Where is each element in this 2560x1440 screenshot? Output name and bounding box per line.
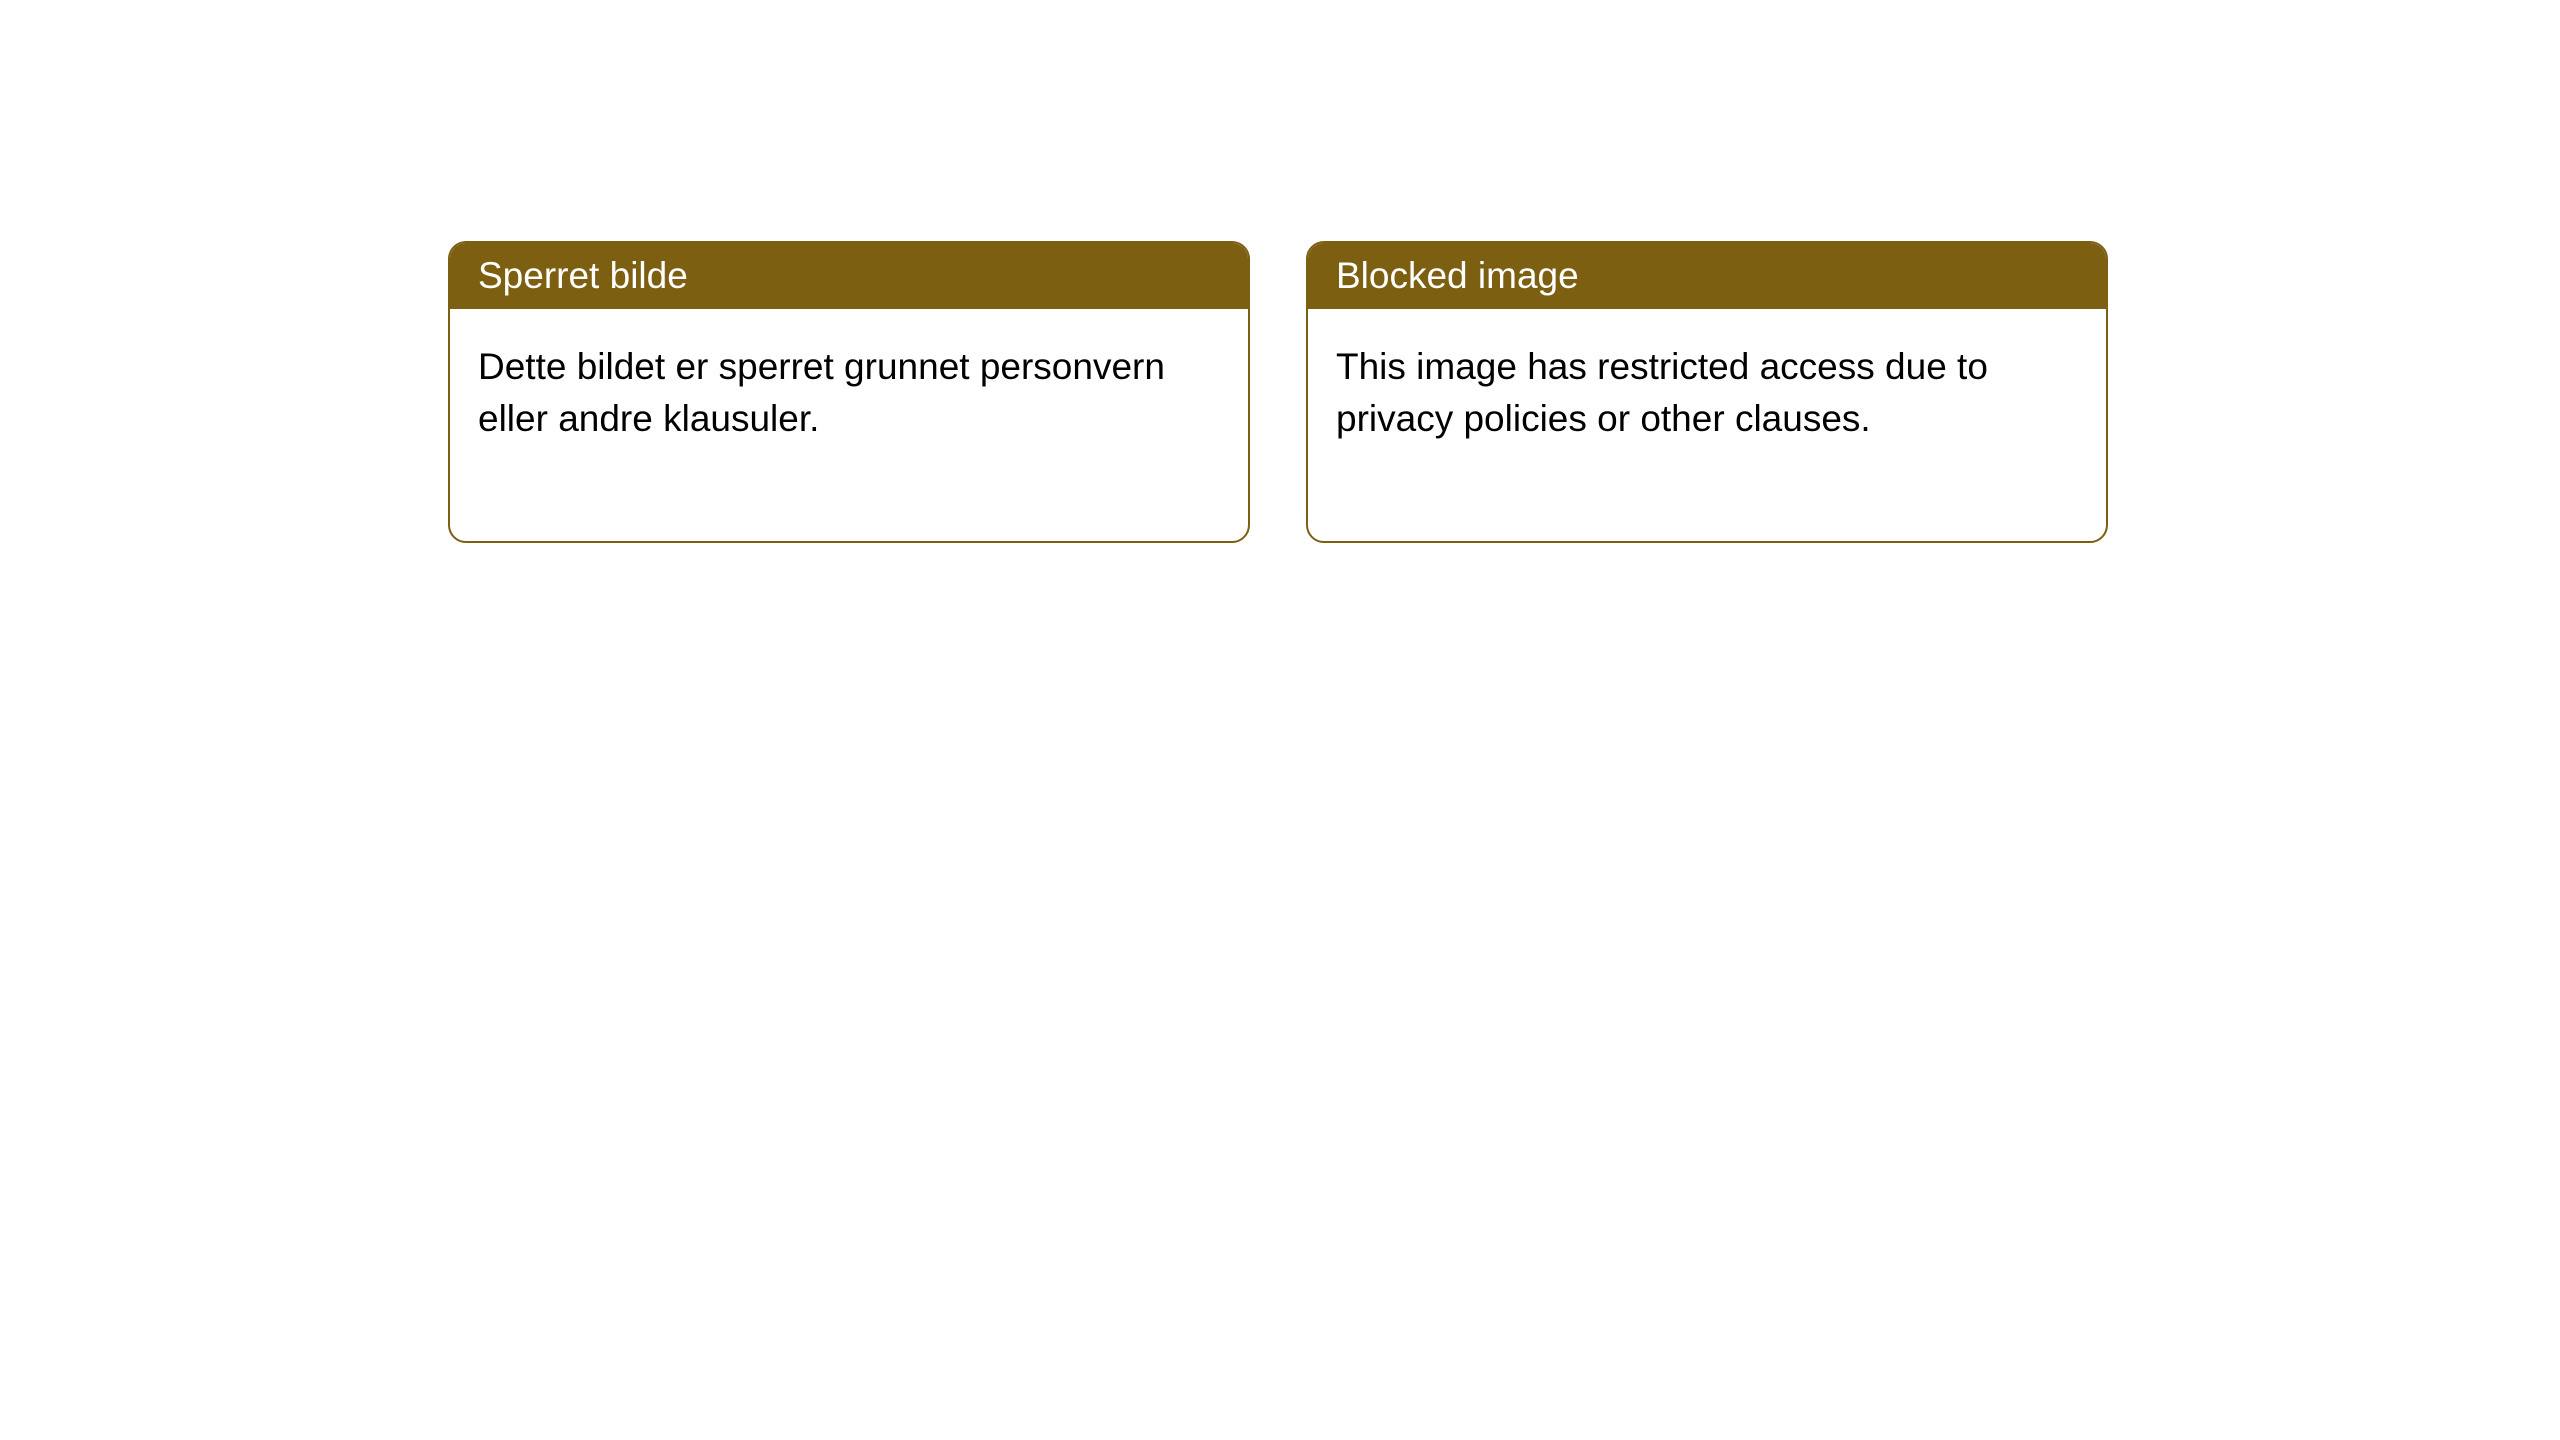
notice-card-english: Blocked image This image has restricted … xyxy=(1306,241,2108,543)
notice-title: Blocked image xyxy=(1308,243,2106,309)
notice-container: Sperret bilde Dette bildet er sperret gr… xyxy=(0,0,2560,543)
notice-title: Sperret bilde xyxy=(450,243,1248,309)
notice-body: Dette bildet er sperret grunnet personve… xyxy=(450,309,1248,541)
notice-body: This image has restricted access due to … xyxy=(1308,309,2106,541)
notice-card-norwegian: Sperret bilde Dette bildet er sperret gr… xyxy=(448,241,1250,543)
